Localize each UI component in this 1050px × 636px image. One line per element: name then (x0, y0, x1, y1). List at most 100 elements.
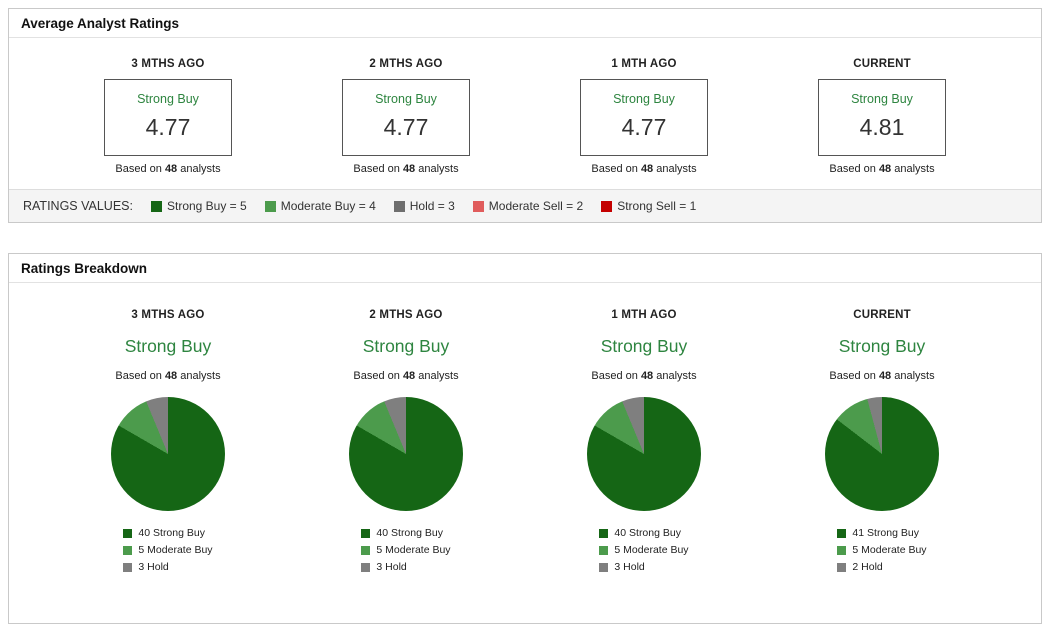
consensus-rating: Strong Buy (362, 336, 450, 356)
strong-buy-swatch (599, 528, 609, 538)
legend-item-hold: Hold = 3 (393, 199, 455, 213)
pie-legend-label: 40 Strong Buy (614, 527, 681, 539)
hold-swatch (837, 562, 847, 572)
moderate-buy-swatch (361, 545, 371, 555)
analyst-count: 48 (402, 163, 416, 175)
based-suffix: analysts (180, 370, 221, 382)
analyst-count: 48 (164, 370, 178, 382)
analyst-count: 48 (878, 370, 892, 382)
rating-label: Strong Buy (375, 92, 437, 106)
rating-label: Strong Buy (851, 92, 913, 106)
pie-legend-item-strong-buy: 40 Strong Buy (361, 527, 450, 539)
legend-label: Strong Buy = 5 (166, 199, 247, 213)
moderate-buy-swatch (599, 545, 609, 555)
legend-label: Moderate Buy = 4 (280, 199, 376, 213)
based-prefix: Based on (353, 163, 400, 175)
analyst-count: 48 (640, 163, 654, 175)
based-prefix: Based on (591, 370, 638, 382)
based-suffix: analysts (418, 370, 459, 382)
legend-title: RATINGS VALUES: (23, 199, 133, 213)
based-suffix: analysts (418, 163, 459, 175)
legend-label: Moderate Sell = 2 (488, 199, 584, 213)
pie-legend-item-strong-buy: 40 Strong Buy (599, 527, 688, 539)
pie-legend-label: 5 Moderate Buy (852, 544, 927, 556)
rating-label: Strong Buy (137, 92, 199, 106)
pie-legend-label: 40 Strong Buy (138, 527, 205, 539)
ratings-pie-chart (587, 397, 701, 511)
based-suffix: analysts (894, 163, 935, 175)
ratings-pie-chart (111, 397, 225, 511)
based-on-text: Based on 48 analysts (287, 370, 525, 382)
period-label: 3 MTHS AGO (131, 309, 205, 321)
pie-legend-item-moderate-buy: 5 Moderate Buy (599, 544, 689, 556)
strong-sell-swatch (601, 200, 613, 212)
based-prefix: Based on (829, 163, 876, 175)
period-label: CURRENT (853, 309, 911, 321)
strong-buy-swatch (123, 528, 133, 538)
period-label: 1 MTH AGO (611, 309, 677, 321)
moderate-buy-swatch (264, 200, 276, 212)
legend-item-moderate-sell: Moderate Sell = 2 (472, 199, 584, 213)
pie-legend-label: 2 Hold (852, 561, 883, 573)
legend-label: Strong Sell = 1 (617, 199, 697, 213)
consensus-rating: Strong Buy (838, 336, 926, 356)
ratings-pie-chart (825, 397, 939, 511)
ratings-breakdown-panel: Ratings Breakdown 3 MTHS AGO Strong Buy … (8, 253, 1042, 624)
pie-legend-label: 40 Strong Buy (376, 527, 443, 539)
pie-legend-item-moderate-buy: 5 Moderate Buy (123, 544, 213, 556)
analyst-count: 48 (402, 370, 416, 382)
ratings-values-legend: RATINGS VALUES: Strong Buy = 5 Moderate … (9, 189, 1041, 222)
pie-legend-item-strong-buy: 40 Strong Buy (123, 527, 212, 539)
breakdown-row: 3 MTHS AGO Strong Buy Based on 48 analys… (9, 283, 1041, 623)
based-on-text: Based on 48 analysts (49, 370, 287, 382)
period-label: CURRENT (853, 58, 911, 70)
breakdown-column-2mths: 2 MTHS AGO Strong Buy Based on 48 analys… (287, 309, 525, 577)
analyst-count: 48 (164, 163, 178, 175)
avg-column-1mth: 1 MTH AGO Strong Buy 4.77 Based on 48 an… (525, 58, 763, 175)
pie-legend-label: 5 Moderate Buy (614, 544, 689, 556)
rating-box: Strong Buy 4.77 (104, 79, 232, 156)
pie-legend-item-hold: 3 Hold (361, 561, 450, 573)
pie-legend-label: 3 Hold (138, 561, 169, 573)
pie-legend-item-moderate-buy: 5 Moderate Buy (361, 544, 451, 556)
rating-value: 4.77 (383, 114, 429, 140)
rating-value: 4.77 (145, 114, 191, 140)
based-on-text: Based on 48 analysts (763, 163, 1001, 175)
period-label: 3 MTHS AGO (131, 58, 205, 70)
based-suffix: analysts (894, 370, 935, 382)
pie-legend-item-hold: 2 Hold (837, 561, 926, 573)
average-ratings-row: 3 MTHS AGO Strong Buy 4.77 Based on 48 a… (9, 38, 1041, 189)
strong-buy-swatch (361, 528, 371, 538)
analyst-count: 48 (878, 163, 892, 175)
period-label: 2 MTHS AGO (369, 309, 443, 321)
strong-buy-swatch (837, 528, 847, 538)
legend-item-strong-sell: Strong Sell = 1 (601, 199, 696, 213)
panel-title-ratings-breakdown: Ratings Breakdown (9, 254, 1041, 283)
moderate-buy-swatch (123, 545, 133, 555)
legend-label: Hold = 3 (409, 199, 455, 213)
pie-legend-label: 5 Moderate Buy (138, 544, 213, 556)
based-prefix: Based on (591, 163, 638, 175)
based-prefix: Based on (115, 163, 162, 175)
pie-legend: 40 Strong Buy 5 Moderate Buy 3 Hold (123, 527, 213, 573)
pie-legend-label: 5 Moderate Buy (376, 544, 451, 556)
pie-legend-item-hold: 3 Hold (599, 561, 688, 573)
period-label: 1 MTH AGO (611, 58, 677, 70)
based-on-text: Based on 48 analysts (525, 163, 763, 175)
avg-column-3mths: 3 MTHS AGO Strong Buy 4.77 Based on 48 a… (49, 58, 287, 175)
period-label: 2 MTHS AGO (369, 58, 443, 70)
moderate-sell-swatch (472, 200, 484, 212)
pie-legend: 40 Strong Buy 5 Moderate Buy 3 Hold (361, 527, 451, 573)
analyst-count: 48 (640, 370, 654, 382)
avg-column-2mths: 2 MTHS AGO Strong Buy 4.77 Based on 48 a… (287, 58, 525, 175)
rating-value: 4.81 (859, 114, 905, 140)
based-on-text: Based on 48 analysts (287, 163, 525, 175)
based-on-text: Based on 48 analysts (525, 370, 763, 382)
rating-value: 4.77 (621, 114, 667, 140)
legend-item-moderate-buy: Moderate Buy = 4 (264, 199, 376, 213)
hold-swatch (361, 562, 371, 572)
based-suffix: analysts (656, 370, 697, 382)
hold-swatch (123, 562, 133, 572)
breakdown-column-current: CURRENT Strong Buy Based on 48 analysts … (763, 309, 1001, 577)
rating-box: Strong Buy 4.77 (580, 79, 708, 156)
